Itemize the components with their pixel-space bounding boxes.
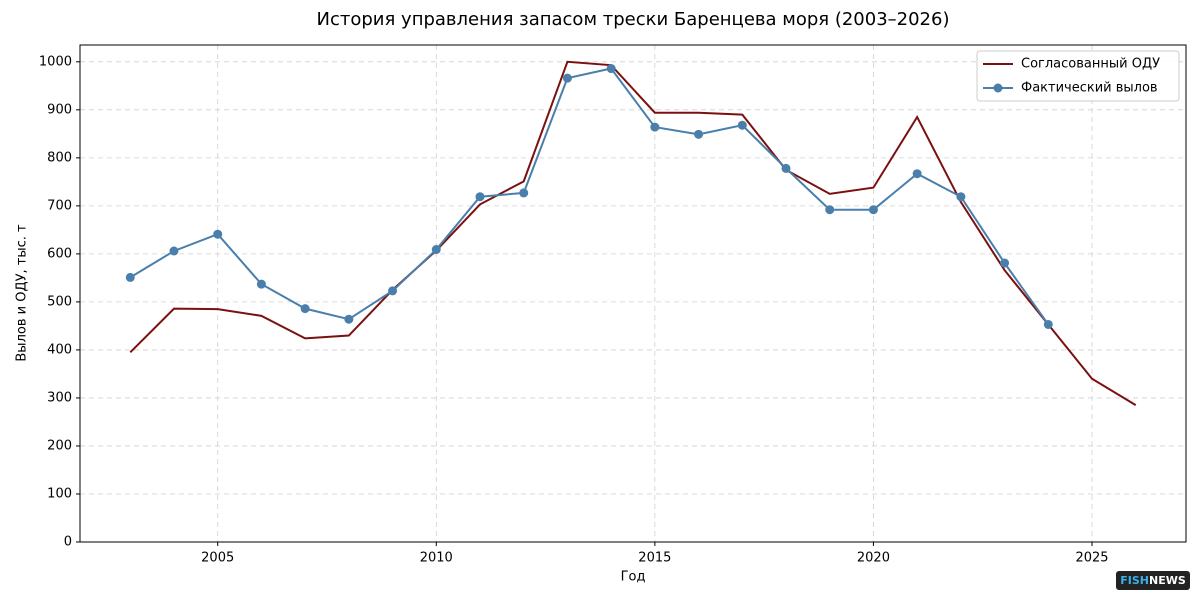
point bbox=[344, 314, 354, 324]
point bbox=[431, 245, 441, 255]
point bbox=[825, 205, 835, 215]
y-tick-label: 800 bbox=[47, 150, 72, 165]
legend-label: Согласованный ОДУ bbox=[1021, 57, 1160, 72]
point bbox=[956, 192, 966, 202]
series-line bbox=[129, 67, 1050, 326]
y-tick-label: 600 bbox=[47, 246, 72, 261]
point bbox=[256, 279, 266, 289]
point bbox=[737, 120, 747, 130]
x-tick-label: 2015 bbox=[638, 551, 671, 566]
point bbox=[519, 188, 529, 198]
x-tick-label: 2020 bbox=[857, 551, 890, 566]
watermark-part: FISH bbox=[1120, 574, 1149, 587]
point bbox=[213, 229, 223, 239]
y-tick-label: 500 bbox=[47, 294, 72, 309]
point bbox=[1043, 319, 1053, 329]
point bbox=[650, 122, 660, 132]
legend-marker bbox=[993, 83, 1003, 93]
y-tick-label: 400 bbox=[47, 342, 72, 357]
point bbox=[1000, 258, 1010, 268]
y-axis-label: Вылов и ОДУ, тыс. т bbox=[15, 224, 30, 362]
legend-box bbox=[976, 50, 1180, 102]
watermark-box bbox=[1116, 571, 1190, 590]
x-tick-label: 2010 bbox=[420, 551, 453, 566]
y-tick-label: 0 bbox=[64, 535, 72, 550]
x-tick-label: 2005 bbox=[201, 551, 234, 566]
point bbox=[606, 64, 616, 74]
point bbox=[388, 286, 398, 296]
chart-title: История управления запасом трески Баренц… bbox=[317, 9, 950, 30]
point bbox=[562, 73, 572, 83]
y-tick-label: 900 bbox=[47, 102, 72, 117]
point bbox=[781, 163, 791, 173]
watermark-part: NEWS bbox=[1149, 574, 1186, 587]
plot-frame bbox=[79, 44, 1187, 543]
watermark: FISHNEWS bbox=[1120, 574, 1186, 587]
series-line bbox=[129, 60, 1137, 407]
point bbox=[300, 304, 310, 314]
x-tick-label: 2025 bbox=[1075, 551, 1108, 566]
legend-label: Фактический вылов bbox=[1021, 81, 1158, 96]
y-tick-label: 100 bbox=[47, 486, 72, 501]
y-tick-label: 1000 bbox=[39, 54, 72, 69]
x-axis-label: Год bbox=[621, 570, 646, 585]
point bbox=[169, 246, 179, 256]
point bbox=[125, 272, 135, 282]
point bbox=[912, 169, 922, 179]
point bbox=[475, 192, 485, 202]
y-tick-label: 300 bbox=[47, 390, 72, 405]
y-tick-label: 700 bbox=[47, 198, 72, 213]
point bbox=[868, 205, 878, 215]
point bbox=[694, 129, 704, 139]
y-tick-label: 200 bbox=[47, 438, 72, 453]
